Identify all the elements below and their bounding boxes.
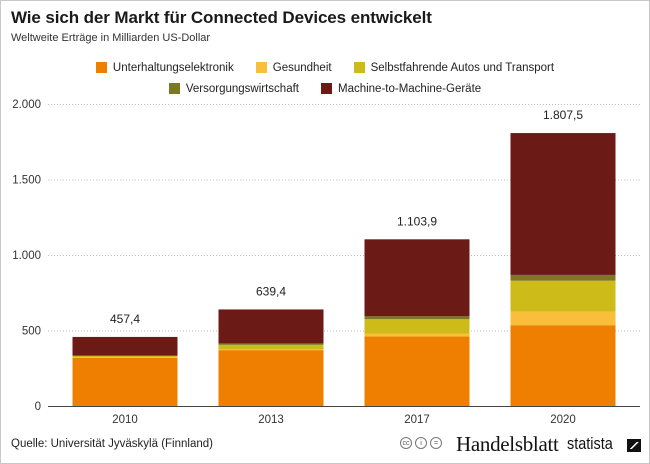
y-tick-label: 1.000 bbox=[12, 250, 41, 262]
legend-swatch bbox=[353, 62, 365, 73]
legend-item: Gesundheit bbox=[255, 61, 332, 74]
nd-icon: = bbox=[430, 437, 442, 449]
bar-segment bbox=[218, 349, 324, 351]
bar-segment bbox=[72, 355, 178, 357]
bar-segment bbox=[510, 280, 616, 312]
bar-segment bbox=[510, 133, 616, 275]
legend-item: Machine-to-Machine-Geräte bbox=[320, 82, 482, 95]
legend-label: Unterhaltungselektronik bbox=[112, 61, 234, 74]
statista-logo-icon bbox=[627, 439, 641, 452]
bar-segment bbox=[364, 239, 470, 317]
x-tick-label: 2020 bbox=[550, 414, 576, 426]
handelsblatt-logo: Handelsblatt bbox=[456, 432, 559, 456]
legend-swatch bbox=[95, 62, 107, 73]
chart-title: Wie sich der Markt für Connected Devices… bbox=[11, 8, 432, 27]
bar-segment bbox=[510, 274, 616, 281]
total-label: 1.807,5 bbox=[543, 108, 583, 122]
total-label: 639,4 bbox=[256, 284, 286, 298]
bar-segment bbox=[72, 356, 178, 358]
bar-segment bbox=[364, 333, 470, 337]
bar-segment bbox=[218, 309, 324, 344]
bar-segment bbox=[218, 350, 324, 406]
bar-segment bbox=[364, 319, 470, 334]
total-label: 1.103,9 bbox=[397, 214, 437, 228]
source-note: Quelle: Universität Jyväskylä (Finnland) bbox=[11, 438, 213, 450]
bar-segment bbox=[218, 343, 324, 345]
bar-segment bbox=[364, 336, 470, 406]
legend-label: Gesundheit bbox=[272, 61, 332, 74]
bar-segment bbox=[218, 344, 324, 350]
legend-swatch bbox=[320, 83, 332, 94]
statista-logo-text: statista bbox=[567, 434, 613, 453]
y-tick-label: 500 bbox=[22, 326, 41, 338]
x-tick-label: 2010 bbox=[112, 414, 138, 426]
bar-segment bbox=[510, 311, 616, 326]
bar-segment bbox=[364, 316, 470, 320]
legend-label: Selbstfahrende Autos und Transport bbox=[370, 61, 555, 74]
cc-icon: cc bbox=[400, 437, 412, 449]
y-tick-label: 0 bbox=[35, 401, 41, 413]
legend-label: Machine-to-Machine-Geräte bbox=[337, 82, 482, 95]
bar-segment bbox=[510, 325, 616, 406]
x-tick-label: 2013 bbox=[258, 414, 284, 426]
legend: Unterhaltungselektronik Gesundheit Selbstf… bbox=[0, 57, 650, 99]
legend-swatch bbox=[168, 83, 180, 94]
legend-item: Versorgungswirtschaft bbox=[168, 82, 299, 95]
y-tick-label: 2.000 bbox=[12, 99, 41, 111]
y-tick-label: 1.500 bbox=[12, 175, 41, 187]
legend-item: Unterhaltungselektronik bbox=[95, 61, 234, 74]
bar-segment bbox=[72, 357, 178, 406]
legend-item: Selbstfahrende Autos und Transport bbox=[353, 61, 555, 74]
license-icons: cc i = bbox=[400, 437, 442, 449]
total-label: 457,4 bbox=[110, 312, 140, 326]
legend-row: Versorgungswirtschaft Machine-to-Machine-… bbox=[0, 78, 650, 99]
by-icon: i bbox=[415, 437, 427, 449]
chart-subtitle: Weltweite Erträge in Milliarden US-Dolla… bbox=[11, 32, 211, 44]
legend-swatch bbox=[255, 62, 267, 73]
x-tick-label: 2017 bbox=[404, 414, 430, 426]
bar-segment bbox=[72, 336, 178, 356]
legend-row: Unterhaltungselektronik Gesundheit Selbstf… bbox=[0, 57, 650, 78]
legend-label: Versorgungswirtschaft bbox=[185, 82, 299, 95]
